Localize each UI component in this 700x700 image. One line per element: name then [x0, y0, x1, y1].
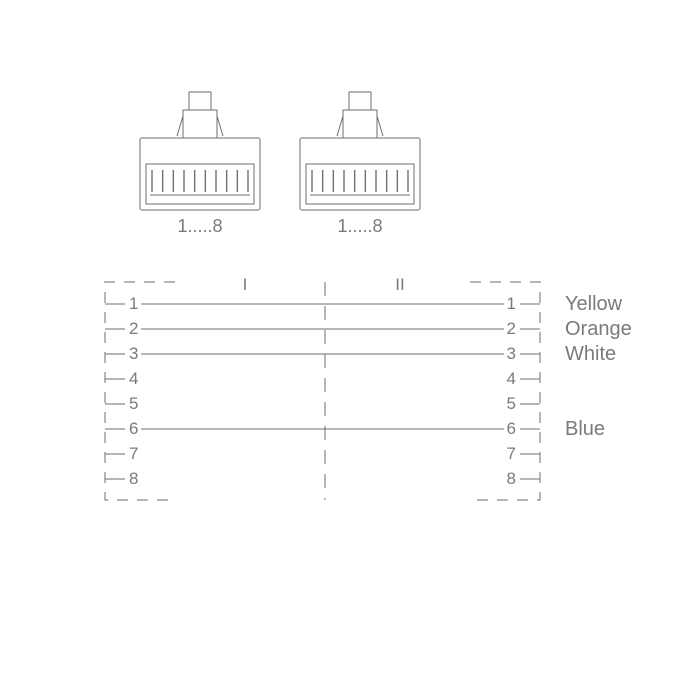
left-pin-5: 5: [129, 394, 138, 413]
header-II: II: [395, 275, 404, 294]
color-label-2: Orange: [565, 318, 632, 340]
left-pin-3: 3: [129, 344, 138, 363]
right-pin-2: 2: [507, 319, 516, 338]
connector-2: [300, 92, 420, 210]
right-pin-6: 6: [507, 419, 516, 438]
connector-label-1: 1.....8: [177, 216, 222, 236]
connector-label-2: 1.....8: [337, 216, 382, 236]
left-pin-1: 1: [129, 294, 138, 313]
diagram-root: 1.....81.....8III11Yellow22Orange33White…: [0, 0, 700, 700]
left-pin-6: 6: [129, 419, 138, 438]
header-I: I: [243, 275, 248, 294]
left-pin-4: 4: [129, 369, 138, 388]
left-pin-2: 2: [129, 319, 138, 338]
right-pin-5: 5: [507, 394, 516, 413]
color-label-3: White: [565, 343, 616, 365]
connector-1: [140, 92, 260, 210]
right-pin-1: 1: [507, 294, 516, 313]
color-label-1: Yellow: [565, 293, 623, 315]
right-pin-7: 7: [507, 444, 516, 463]
left-pin-7: 7: [129, 444, 138, 463]
color-label-6: Blue: [565, 418, 605, 440]
right-pin-3: 3: [507, 344, 516, 363]
left-dashed-box: [105, 282, 175, 500]
right-pin-8: 8: [507, 469, 516, 488]
right-dashed-box: [470, 282, 540, 500]
right-pin-4: 4: [507, 369, 516, 388]
left-pin-8: 8: [129, 469, 138, 488]
